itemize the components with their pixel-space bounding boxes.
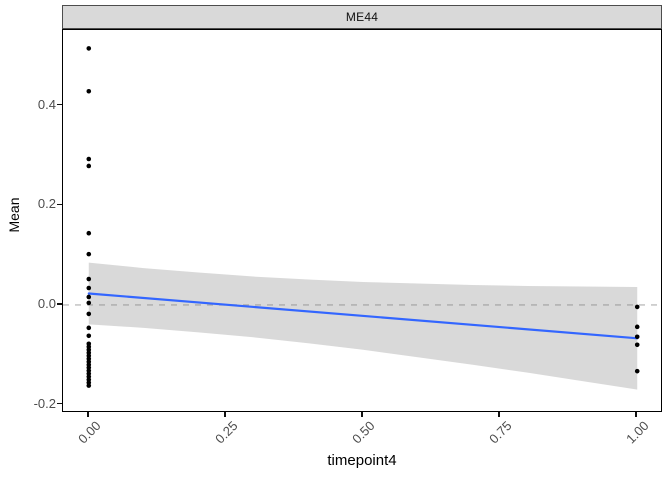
data-point <box>86 285 92 291</box>
data-point <box>86 333 92 339</box>
data-point <box>86 251 92 257</box>
x-axis-title: timepoint4 <box>327 452 397 469</box>
x-tick-mark <box>498 412 500 417</box>
y-tick-label: -0.2 <box>33 395 56 411</box>
x-tick-mark <box>635 412 637 417</box>
x-tick-mark <box>87 412 89 417</box>
y-tick-label: 0.2 <box>37 196 56 212</box>
y-tick-mark <box>57 303 62 305</box>
data-point <box>86 88 92 94</box>
facet-title: ME44 <box>345 10 379 24</box>
x-tick-mark <box>224 412 226 417</box>
x-tick-label: 0.75 <box>486 418 515 447</box>
x-tick-label: 0.50 <box>349 418 378 447</box>
data-point <box>86 325 92 331</box>
data-point <box>86 163 92 169</box>
data-point <box>86 294 92 300</box>
x-tick-label: 1.00 <box>623 418 652 447</box>
data-point <box>634 324 640 330</box>
data-point <box>86 230 92 236</box>
data-point <box>86 156 92 162</box>
data-point <box>86 383 92 388</box>
x-tick-label: 0.00 <box>74 418 104 447</box>
y-tick-mark <box>57 103 62 106</box>
data-point <box>634 334 640 340</box>
y-axis-title: Mean <box>6 197 22 233</box>
regression-line <box>87 292 639 340</box>
plot-panel <box>62 29 662 412</box>
data-point <box>86 46 92 51</box>
y-tick-mark <box>57 203 62 206</box>
y-tick-label: 0.4 <box>37 96 56 112</box>
data-point <box>634 342 640 348</box>
plot-canvas <box>63 46 661 390</box>
data-point <box>86 300 92 306</box>
y-tick-label: 0.0 <box>37 295 56 311</box>
data-point <box>634 368 640 374</box>
data-point <box>86 276 92 282</box>
data-point <box>634 304 640 310</box>
confidence-band <box>88 262 638 390</box>
y-tick-mark <box>57 402 62 405</box>
x-tick-mark <box>361 412 363 417</box>
data-point <box>86 311 92 317</box>
x-tick-label: 0.25 <box>211 418 241 447</box>
facet-strip: ME44 <box>62 5 662 29</box>
